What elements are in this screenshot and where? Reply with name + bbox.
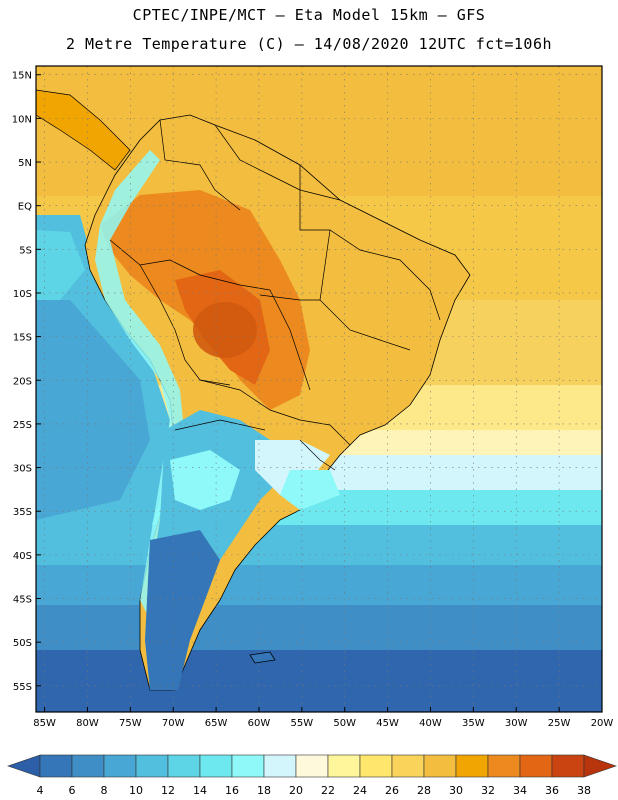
colorbar-box	[455, 754, 489, 778]
lat-label: 10S	[13, 289, 32, 300]
lon-label: 25W	[548, 718, 571, 729]
colorbar-box	[231, 754, 265, 778]
lat-label: 15S	[13, 333, 32, 344]
lat-label: 5N	[18, 158, 32, 169]
colorbar-label: 26	[385, 784, 399, 797]
colorbar-box	[551, 754, 585, 778]
colorbar-box	[71, 754, 105, 778]
colorbar-arrow-high	[583, 754, 617, 778]
lon-label: 85W	[33, 718, 56, 729]
colorbar-box	[519, 754, 553, 778]
lon-label: 55W	[291, 718, 314, 729]
colorbar-label: 28	[417, 784, 431, 797]
lat-label: 50S	[13, 638, 32, 649]
colorbar-box	[103, 754, 137, 778]
colorbar-box	[167, 754, 201, 778]
lat-label: 30S	[13, 464, 32, 475]
colorbar-label: 8	[101, 784, 108, 797]
lon-label: 65W	[205, 718, 228, 729]
lon-label: 20W	[591, 718, 614, 729]
colorbar-label: 30	[449, 784, 463, 797]
colorbar-label: 38	[577, 784, 591, 797]
lon-label: 80W	[76, 718, 99, 729]
colorbar-box	[39, 754, 73, 778]
colorbar-box	[327, 754, 361, 778]
map-title: CPTEC/INPE/MCT – Eta Model 15km – GFS	[132, 6, 486, 24]
colorbar-box	[263, 754, 297, 778]
colorbar-box	[359, 754, 393, 778]
colorbar-box	[487, 754, 521, 778]
colorbar-box	[391, 754, 425, 778]
colorbar: 4 6 8 10 12 14 16 18 20 22 24 26 28 30 32 34 36 38	[7, 754, 617, 797]
colorbar-label: 14	[193, 784, 207, 797]
colorbar-label: 22	[321, 784, 335, 797]
lat-label: EQ	[18, 202, 32, 213]
lon-label: 50W	[333, 718, 356, 729]
lat-label: 10N	[12, 114, 32, 125]
colorbar-label: 6	[69, 784, 76, 797]
colorbar-label: 32	[481, 784, 495, 797]
temperature-field	[36, 66, 602, 712]
colorbar-box	[135, 754, 169, 778]
colorbar-label: 10	[129, 784, 143, 797]
colorbar-label: 34	[513, 784, 527, 797]
latitude-labels: 15N 10N 5N EQ 5S 10S 15S 20S 25S 30S 35S 40S 45S 50S 5…	[12, 71, 41, 693]
longitude-labels: 85W 80W 75W 70W 65W 60W 55W 50W 45W 40W 35W 30W 25W 2…	[33, 707, 613, 729]
lon-label: 30W	[505, 718, 528, 729]
lon-label: 60W	[248, 718, 271, 729]
lat-label: 5S	[19, 245, 32, 256]
lon-label: 35W	[462, 718, 485, 729]
lon-label: 70W	[162, 718, 185, 729]
colorbar-box	[423, 754, 457, 778]
map-frame	[35, 65, 603, 713]
colorbar-box	[295, 754, 329, 778]
lon-label: 75W	[119, 718, 142, 729]
map-subtitle: 2 Metre Temperature (C) – 14/08/2020 12U…	[65, 35, 553, 53]
lat-label: 15N	[12, 71, 32, 82]
colorbar-label: 16	[225, 784, 239, 797]
colorbar-arrow-low	[7, 754, 41, 778]
lon-label: 40W	[419, 718, 442, 729]
lat-label: 25S	[13, 420, 32, 431]
lat-label: 45S	[13, 595, 32, 606]
colorbar-label: 12	[161, 784, 175, 797]
country-borders	[109, 119, 441, 471]
lon-label: 45W	[376, 718, 399, 729]
colorbar-label: 18	[257, 784, 271, 797]
colorbar-box	[199, 754, 233, 778]
colorbar-label: 20	[289, 784, 303, 797]
colorbar-label: 4	[37, 784, 44, 797]
lat-label: 55S	[13, 682, 32, 693]
colorbar-label: 24	[353, 784, 367, 797]
lat-label: 35S	[13, 507, 32, 518]
lat-label: 20S	[13, 376, 32, 387]
lat-label: 40S	[13, 551, 32, 562]
colorbar-label: 36	[545, 784, 559, 797]
